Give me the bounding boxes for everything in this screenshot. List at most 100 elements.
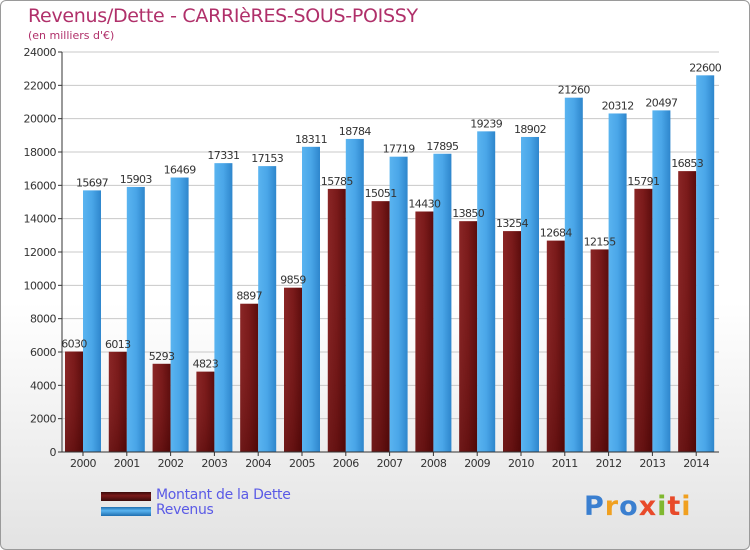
logo-letter: r (604, 491, 620, 522)
y-tick-label: 24000 (24, 46, 57, 59)
value-label-revenus: 17153 (251, 152, 284, 165)
value-label-dette: 13850 (452, 207, 485, 220)
x-tick-label: 2011 (552, 457, 578, 470)
x-tick-label: 2005 (289, 457, 315, 470)
value-label-dette: 16853 (671, 157, 704, 170)
bar-revenus (696, 75, 715, 452)
value-label-revenus: 16469 (164, 164, 197, 177)
bar-revenus (477, 131, 496, 452)
value-label-dette: 12684 (540, 227, 573, 240)
logo-letter: x (638, 491, 658, 522)
x-tick-label: 2001 (114, 457, 140, 470)
value-label-revenus: 15697 (76, 176, 109, 189)
bar-dette-shade (327, 188, 346, 452)
value-label-dette: 6013 (105, 338, 131, 351)
value-label-revenus: 19239 (470, 117, 503, 130)
bar-dette-shade (590, 249, 609, 452)
x-tick-label: 2000 (70, 457, 96, 470)
bar-revenus (652, 110, 671, 452)
x-tick-label: 2008 (420, 457, 446, 470)
value-label-revenus: 21260 (558, 84, 591, 97)
legend-label-dette: Montant de la Dette (156, 487, 291, 503)
bar-dette-shade (634, 188, 653, 453)
y-tick-label: 18000 (24, 146, 57, 159)
bar-revenus (126, 186, 145, 452)
bar-dette-shade (284, 287, 302, 452)
value-label-dette: 15051 (365, 187, 397, 200)
value-label-revenus: 17331 (207, 149, 239, 162)
logo-letter: i (657, 491, 668, 522)
value-label-dette: 4823 (193, 358, 219, 371)
y-tick-label: 6000 (30, 346, 56, 359)
y-tick-label: 16000 (24, 179, 57, 192)
value-label-revenus: 18311 (295, 133, 327, 146)
bar-dette-shade (240, 303, 259, 452)
bar-dette-shade (152, 363, 171, 452)
x-tick-label: 2003 (201, 457, 227, 470)
y-tick-label: 2000 (30, 413, 56, 426)
bar-dette-shade (108, 351, 127, 452)
y-tick-label: 20000 (24, 113, 57, 126)
value-label-dette: 15785 (321, 175, 354, 188)
x-tick-label: 2002 (158, 457, 184, 470)
logo-letter: t (667, 491, 682, 522)
value-label-revenus: 18902 (514, 123, 546, 136)
bar-dette-shade (196, 371, 215, 452)
value-label-dette: 12155 (584, 235, 617, 248)
bar-dette-shade (678, 171, 697, 452)
value-label-revenus: 20497 (645, 96, 678, 109)
y-tick-label: 10000 (24, 279, 57, 292)
bar-dette-shade (503, 231, 521, 452)
bar-revenus (170, 177, 189, 452)
y-tick-label: 22000 (24, 79, 57, 92)
y-tick-label: 4000 (30, 379, 56, 392)
bar-revenus (345, 138, 364, 452)
x-tick-label: 2004 (245, 457, 271, 470)
bar-dette-shade (371, 201, 390, 452)
x-tick-label: 2012 (596, 457, 622, 470)
bar-revenus (258, 166, 277, 452)
legend-label-revenus: Revenus (156, 502, 214, 518)
value-label-dette: 5293 (149, 350, 175, 363)
x-tick-label: 2009 (464, 457, 490, 470)
value-label-revenus: 17895 (426, 140, 459, 153)
bar-dette-shade (415, 211, 434, 452)
y-tick-label: 8000 (30, 313, 56, 326)
legend-swatch-dette (101, 492, 151, 501)
x-tick-label: 2014 (683, 457, 709, 470)
x-tick-label: 2010 (508, 457, 534, 470)
chart-title: Revenus/Dette - CARRIèRES-SOUS-POISSY (28, 5, 418, 27)
proxiti-logo: Proxiti (584, 491, 692, 522)
value-label-dette: 6030 (61, 338, 87, 351)
value-label-dette: 13254 (496, 217, 529, 230)
logo-letter: i (681, 491, 692, 522)
bar-revenus (389, 156, 408, 452)
legend-swatch-revenus (101, 507, 151, 516)
chart-subtitle: (en milliers d'€) (28, 29, 115, 42)
value-label-dette: 8897 (236, 290, 262, 303)
bar-revenus (564, 97, 583, 453)
y-tick-label: 14000 (24, 213, 57, 226)
x-tick-label: 2013 (639, 457, 665, 470)
logo-letter: o (619, 491, 639, 522)
value-label-dette: 14430 (408, 198, 441, 211)
bar-dette-shade (65, 351, 83, 452)
value-label-revenus: 22600 (689, 61, 722, 74)
x-tick-label: 2006 (333, 457, 359, 470)
y-tick-label: 12000 (24, 246, 57, 259)
bar-revenus (521, 136, 539, 452)
bar-revenus (433, 153, 452, 452)
logo-letter: P (584, 491, 605, 522)
y-tick-label: 0 (50, 446, 57, 459)
value-label-revenus: 18784 (339, 125, 372, 138)
bar-revenus (83, 190, 101, 452)
bar-revenus (214, 163, 233, 452)
bar-revenus (608, 113, 627, 452)
x-tick-label: 2007 (377, 457, 403, 470)
value-label-dette: 9859 (280, 274, 306, 287)
bar-revenus (302, 146, 320, 453)
value-label-revenus: 15903 (120, 173, 153, 186)
bar-dette-shade (459, 221, 478, 452)
